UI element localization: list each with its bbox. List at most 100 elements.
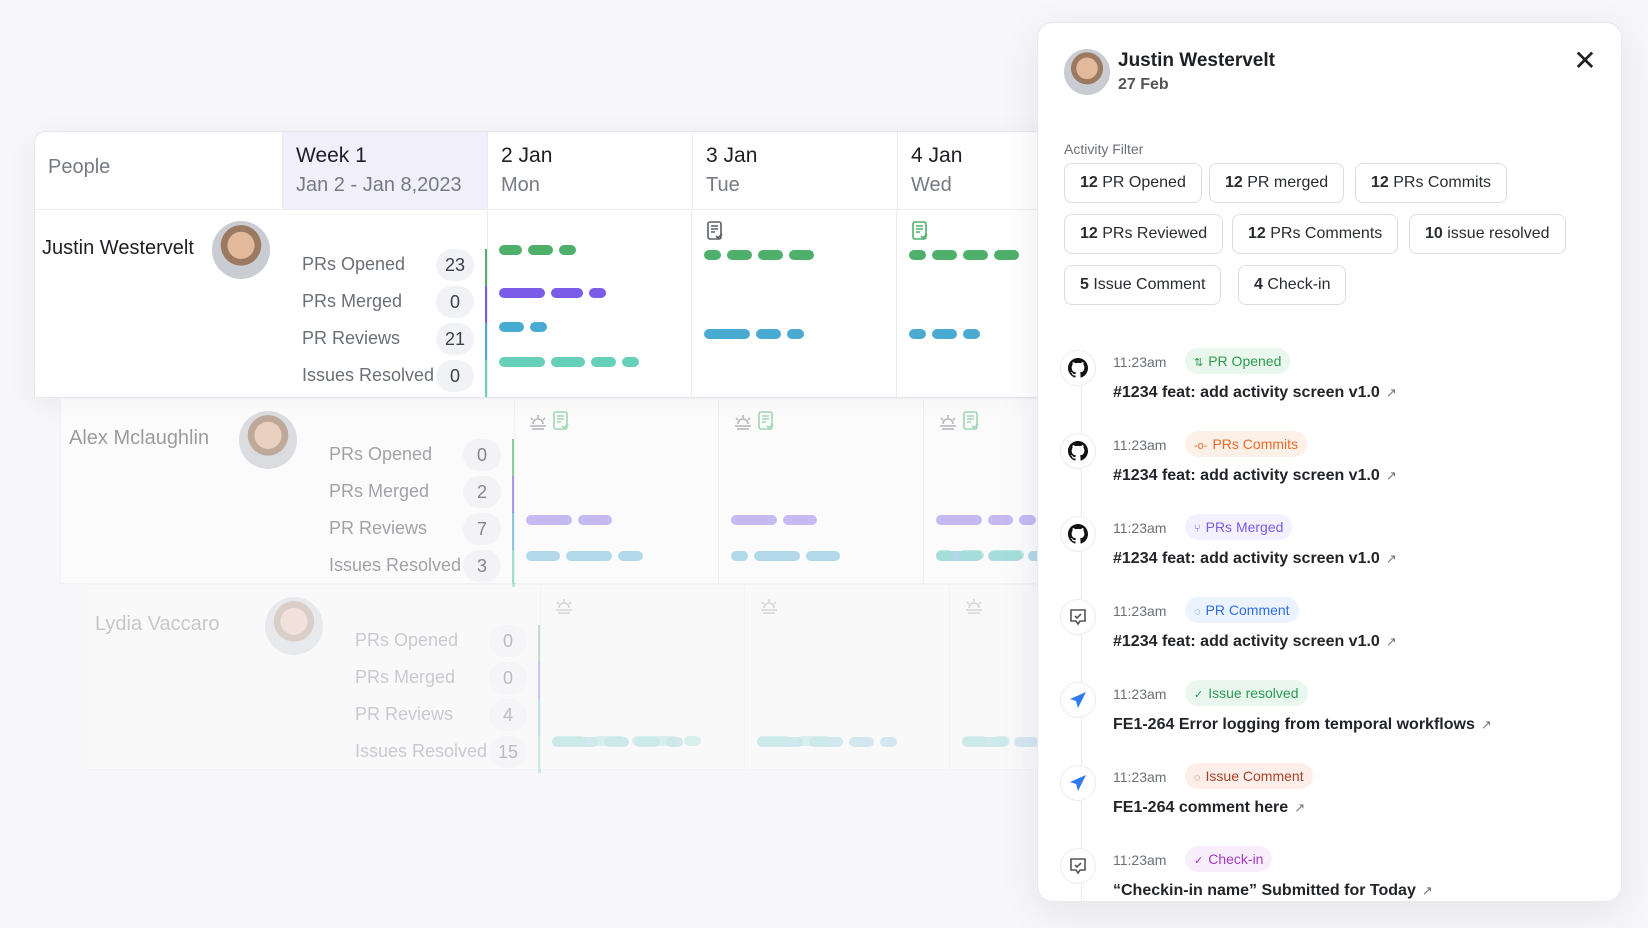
- person-row[interactable]: Justin Westervelt PRs Opened 23 PRs Merged 0…: [34, 209, 1102, 397]
- reviews-bar-segment: [787, 329, 804, 339]
- stat-indicator-line: [485, 286, 488, 323]
- person-row[interactable]: Lydia Vaccaro PRs Opened 0 PRs Merged 0 PR Re…: [86, 584, 1155, 773]
- activity-filter-chip[interactable]: 5 Issue Comment: [1064, 265, 1222, 305]
- day-header-mon[interactable]: 2 Jan Mon: [488, 132, 693, 210]
- issues-bar-segment: [936, 550, 953, 560]
- activity-type-badge: ◌ Issue Comment: [1185, 763, 1313, 789]
- activity-filter-chip[interactable]: 12 PR merged: [1209, 163, 1345, 203]
- day-cell[interactable]: [540, 585, 745, 769]
- stat-label: PRs Opened: [302, 254, 406, 274]
- stat-indicator-line: [538, 662, 541, 699]
- activity-title-link[interactable]: FE1-264 comment here ↗: [1113, 799, 1305, 817]
- activity-type-badge: -o- PRs Commits: [1185, 431, 1308, 457]
- external-link-icon[interactable]: ↗: [1385, 634, 1397, 649]
- activity-filter-label: Activity Filter: [1064, 141, 1144, 157]
- week-header[interactable]: Week 1 Jan 2 - Jan 8,2023: [283, 132, 488, 210]
- reviews-bar-segment: [635, 737, 660, 747]
- activity-time: 11:23am: [1113, 769, 1167, 785]
- opened-bar-segment: [704, 250, 721, 260]
- reviews-bar-segment: [530, 322, 547, 332]
- activity-item: 11:23am ◌ Issue Comment FE1-264 comment her…: [1057, 763, 1597, 845]
- badge-icon: -o-: [1194, 440, 1208, 452]
- stat-count: 0: [463, 439, 501, 471]
- stat-indicator-line: [512, 513, 515, 550]
- reviews-bar-segment: [936, 551, 982, 561]
- merged-bar-segment: [731, 515, 777, 525]
- activity-time: 11:23am: [1113, 437, 1167, 453]
- checkin-icon: [1060, 599, 1096, 635]
- person-row[interactable]: Alex Mclaughlin PRs Opened 0 PRs Merged 2 PR …: [60, 398, 1129, 587]
- linear-icon: [1060, 765, 1096, 801]
- activity-title-link[interactable]: #1234 feat: add activity screen v1.0 ↗: [1113, 467, 1397, 485]
- activity-panel: Justin Westervelt 27 Feb ✕ Activity Filt…: [1037, 22, 1622, 902]
- day-cell[interactable]: [487, 209, 692, 397]
- activity-filter-chip[interactable]: 4 Check-in: [1238, 265, 1347, 305]
- person-avatar: [239, 411, 297, 469]
- activity-title-link[interactable]: #1234 feat: add activity screen v1.0 ↗: [1113, 633, 1397, 651]
- activity-title-link[interactable]: #1234 feat: add activity screen v1.0 ↗: [1113, 550, 1397, 568]
- linear-icon: [1060, 682, 1096, 718]
- day-cell[interactable]: [719, 399, 924, 583]
- activity-filter-chip[interactable]: 10 issue resolved: [1409, 214, 1566, 254]
- merged-bar-segment: [589, 288, 606, 298]
- day-cell[interactable]: [692, 209, 897, 397]
- day-header-tue[interactable]: 3 Jan Tue: [693, 132, 898, 210]
- reviews-bar-segment: [604, 737, 629, 747]
- activity-filter-chip[interactable]: 12 PRs Comments: [1232, 214, 1399, 254]
- day-header-wed[interactable]: 4 Jan Wed: [898, 132, 1103, 210]
- day-cell[interactable]: [514, 399, 719, 583]
- external-link-icon[interactable]: ↗: [1421, 883, 1433, 898]
- person-name[interactable]: Lydia Vaccaro: [95, 613, 220, 635]
- merged-bar-segment: [936, 515, 982, 525]
- opened-bar-segment: [994, 250, 1019, 260]
- person-name[interactable]: Justin Westervelt: [42, 237, 194, 259]
- reviews-bar-segment: [849, 737, 874, 747]
- external-link-icon[interactable]: ↗: [1385, 468, 1397, 483]
- week-title: Week 1: [296, 144, 367, 167]
- activity-type-badge: ◌ PR Comment: [1185, 597, 1299, 623]
- activity-item: 11:23am ⑂ PRs Merged #1234 feat: add activi…: [1057, 514, 1597, 596]
- activity-table: People Week 1 Jan 2 - Jan 8,2023 2 Jan Mo…: [34, 131, 1103, 398]
- activity-filter-chip[interactable]: 12 PRs Commits: [1355, 163, 1508, 203]
- external-link-icon[interactable]: ↗: [1385, 385, 1397, 400]
- close-icon[interactable]: ✕: [1573, 45, 1597, 76]
- stat-indicator-line: [485, 249, 488, 286]
- stat-count: 3: [463, 550, 501, 582]
- external-link-icon[interactable]: ↗: [1294, 800, 1306, 815]
- activity-item: 11:23am ✓ Check-in “Checkin-in name” Submit…: [1057, 846, 1597, 928]
- filter-count: 12: [1225, 174, 1243, 191]
- activity-title-link[interactable]: #1234 feat: add activity screen v1.0 ↗: [1113, 384, 1397, 402]
- issues-bar-segment: [591, 357, 616, 367]
- activity-filter-chip[interactable]: 12 PR Opened: [1064, 163, 1202, 203]
- sunrise-icon: [528, 411, 588, 431]
- day-date: 2 Jan: [501, 144, 553, 167]
- filter-label: Check-in: [1262, 276, 1331, 293]
- filter-count: 10: [1425, 225, 1443, 242]
- sunrise-icon: [733, 411, 793, 431]
- reviews-bar-segment: [757, 737, 803, 747]
- reviews-bar-segment: [1028, 551, 1045, 561]
- activity-filter-chip[interactable]: 12 PRs Reviewed: [1064, 214, 1224, 254]
- activity-title-link[interactable]: “Checkin-in name” Submitted for Today ↗: [1113, 882, 1433, 900]
- filter-label: PRs Reviewed: [1097, 225, 1208, 242]
- day-date: 3 Jan: [706, 144, 758, 167]
- activity-time: 11:23am: [1113, 686, 1167, 702]
- reviews-bar-segment: [526, 551, 560, 561]
- github-icon: [1060, 433, 1096, 469]
- stat-count: 0: [436, 360, 474, 392]
- day-cell[interactable]: [745, 585, 950, 769]
- stat-label: PRs Opened: [329, 444, 433, 464]
- opened-bar-segment: [789, 250, 814, 260]
- activity-time: 11:23am: [1113, 603, 1167, 619]
- issues-bar-segment: [622, 357, 639, 367]
- filter-count: 12: [1080, 174, 1098, 191]
- filter-label: PR merged: [1242, 174, 1329, 191]
- stat-count: 21: [436, 323, 474, 355]
- external-link-icon[interactable]: ↗: [1385, 551, 1397, 566]
- activity-time: 11:23am: [1113, 852, 1167, 868]
- activity-title-link[interactable]: FE1-264 Error logging from temporal work…: [1113, 716, 1492, 734]
- external-link-icon[interactable]: ↗: [1480, 717, 1492, 732]
- merged-bar-segment: [578, 515, 612, 525]
- stat-indicator-line: [485, 323, 488, 360]
- person-name[interactable]: Alex Mclaughlin: [69, 427, 210, 449]
